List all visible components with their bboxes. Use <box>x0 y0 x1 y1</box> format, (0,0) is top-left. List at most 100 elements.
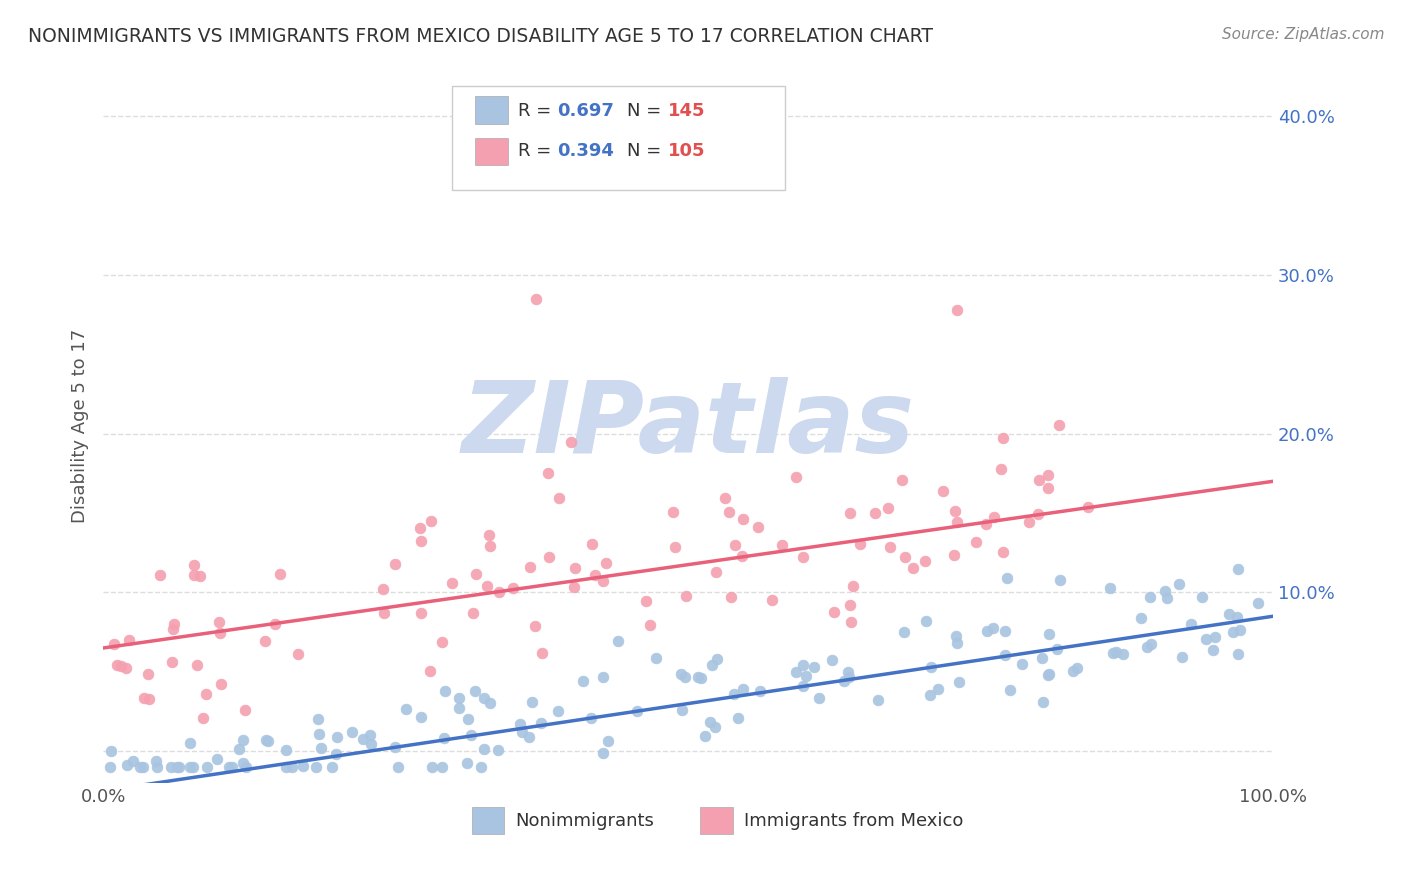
Point <box>456 756 478 770</box>
Point <box>433 684 456 698</box>
Point <box>190 568 212 582</box>
Point <box>325 731 347 745</box>
Point <box>457 712 479 726</box>
Point <box>1062 664 1084 678</box>
Point <box>512 724 534 739</box>
Point <box>502 581 524 595</box>
Point <box>470 760 492 774</box>
Point <box>921 660 943 674</box>
Point <box>1105 645 1128 659</box>
Point <box>132 760 155 774</box>
Point <box>1028 473 1050 487</box>
Point <box>308 727 330 741</box>
Point <box>311 741 333 756</box>
Point <box>419 665 441 679</box>
Point <box>384 558 406 572</box>
Point <box>98 760 121 774</box>
Point <box>592 746 614 760</box>
Point <box>714 491 737 506</box>
Point <box>538 550 561 565</box>
Point <box>838 598 860 612</box>
Point <box>183 558 205 573</box>
FancyBboxPatch shape <box>475 138 508 165</box>
Point <box>162 622 184 636</box>
Point <box>1226 648 1249 662</box>
Point <box>981 621 1004 635</box>
Point <box>287 647 309 661</box>
Point <box>145 754 167 768</box>
Point <box>699 715 721 730</box>
Point <box>531 646 554 660</box>
Point <box>103 637 125 651</box>
Point <box>409 521 432 535</box>
Point <box>232 733 254 747</box>
Point <box>581 710 603 724</box>
Point <box>274 760 297 774</box>
Point <box>163 617 186 632</box>
Point <box>965 535 987 549</box>
Point <box>352 732 374 747</box>
Point <box>720 590 742 604</box>
Point <box>115 758 138 772</box>
Point <box>770 538 793 552</box>
Point <box>1226 609 1249 624</box>
Point <box>340 724 363 739</box>
Point <box>160 760 183 774</box>
Text: NONIMMIGRANTS VS IMMIGRANTS FROM MEXICO DISABILITY AGE 5 TO 17 CORRELATION CHART: NONIMMIGRANTS VS IMMIGRANTS FROM MEXICO … <box>28 27 934 45</box>
Point <box>932 483 955 498</box>
Point <box>704 565 727 579</box>
Point <box>995 571 1018 585</box>
Point <box>803 660 825 674</box>
Text: R =: R = <box>519 103 557 120</box>
Point <box>993 431 1015 445</box>
Point <box>792 549 814 564</box>
Point <box>146 760 169 774</box>
Point <box>387 760 409 774</box>
Point <box>307 712 329 726</box>
Point <box>891 474 914 488</box>
Text: Nonimmigrants: Nonimmigrants <box>515 812 654 830</box>
Point <box>598 733 620 747</box>
Point <box>748 684 770 698</box>
Point <box>688 670 710 684</box>
Point <box>475 579 498 593</box>
Point <box>179 760 201 774</box>
Text: 0.394: 0.394 <box>557 142 614 160</box>
Point <box>669 667 692 681</box>
Point <box>166 760 188 774</box>
Point <box>807 691 830 706</box>
Point <box>409 606 432 620</box>
Point <box>179 736 201 750</box>
Point <box>186 657 208 672</box>
Point <box>1011 657 1033 672</box>
Point <box>842 579 865 593</box>
Point <box>673 670 696 684</box>
Point <box>877 500 900 515</box>
Point <box>360 737 382 751</box>
Point <box>731 512 754 526</box>
Point <box>193 711 215 725</box>
Point <box>785 665 807 679</box>
Point <box>1247 596 1270 610</box>
Point <box>1139 590 1161 604</box>
Point <box>167 760 190 774</box>
Point <box>359 728 381 742</box>
Point <box>209 676 232 690</box>
Point <box>221 760 243 774</box>
Point <box>823 605 845 619</box>
Point <box>581 537 603 551</box>
Point <box>517 730 540 744</box>
Point <box>110 659 132 673</box>
Point <box>100 744 122 758</box>
Point <box>280 760 302 774</box>
Text: 105: 105 <box>668 142 706 160</box>
Point <box>420 760 443 774</box>
Point <box>235 760 257 774</box>
Y-axis label: Disability Age 5 to 17: Disability Age 5 to 17 <box>72 328 89 523</box>
Point <box>821 653 844 667</box>
Point <box>983 509 1005 524</box>
Point <box>838 670 860 684</box>
Point <box>974 517 997 532</box>
Text: Source: ZipAtlas.com: Source: ZipAtlas.com <box>1222 27 1385 42</box>
Point <box>1036 467 1059 482</box>
